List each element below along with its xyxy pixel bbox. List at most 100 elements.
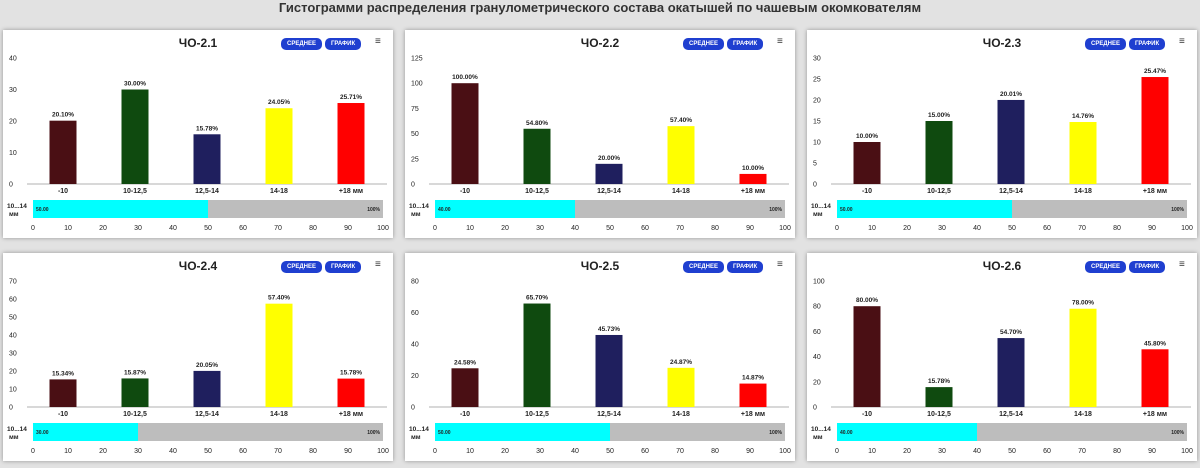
chart-button[interactable]: ГРАФИК xyxy=(727,38,764,50)
bar xyxy=(193,134,221,184)
progress-value-label: 50.00 xyxy=(36,207,49,213)
bar xyxy=(523,303,551,407)
bar xyxy=(523,128,551,184)
progress-series-label: 10...14 xyxy=(409,426,429,433)
y-tick-label: 0 xyxy=(9,182,13,189)
bar xyxy=(667,367,695,407)
progress-tick-label: 90 xyxy=(344,448,352,455)
progress-tick-label: 70 xyxy=(676,225,684,232)
x-tick-label: -10 xyxy=(58,411,68,418)
chart-title: ЧО-2.5 xyxy=(580,259,620,273)
x-tick-label: 10-12,5 xyxy=(927,188,951,195)
bar xyxy=(193,370,221,407)
progress-tick-label: 50 xyxy=(204,225,212,232)
histogram-chart: 0 10 20 30 40 20.10% -10 30.00% 10-12,5 15.78% 12,… xyxy=(7,56,389,233)
hamburger-menu-icon[interactable]: ≡ xyxy=(375,259,381,270)
average-button[interactable]: СРЕДНЕЕ xyxy=(1085,261,1126,273)
y-tick-label: 20 xyxy=(813,379,821,386)
bar xyxy=(1069,308,1097,407)
progress-tick-label: 50 xyxy=(1008,225,1016,232)
progress-tick-label: 50 xyxy=(1008,448,1016,455)
progress-tick-label: 30 xyxy=(536,225,544,232)
progress-tick-label: 20 xyxy=(99,225,107,232)
y-tick-label: 20 xyxy=(411,373,419,380)
hamburger-menu-icon[interactable]: ≡ xyxy=(777,36,783,47)
progress-fill xyxy=(837,423,977,441)
average-button[interactable]: СРЕДНЕЕ xyxy=(281,38,322,50)
bar-value-label: 100.00% xyxy=(452,74,478,81)
bar-value-label: 30.00% xyxy=(124,81,146,88)
hamburger-menu-icon[interactable]: ≡ xyxy=(1179,36,1185,47)
progress-tick-label: 0 xyxy=(835,448,839,455)
y-tick-label: 5 xyxy=(813,161,817,168)
progress-tick-label: 60 xyxy=(1043,448,1051,455)
y-tick-label: 10 xyxy=(9,150,17,157)
x-tick-label: 10-12,5 xyxy=(927,411,951,418)
progress-tick-label: 10 xyxy=(64,225,72,232)
x-tick-label: 10-12,5 xyxy=(123,188,147,195)
chart-button[interactable]: ГРАФИК xyxy=(1129,261,1166,273)
average-button[interactable]: СРЕДНЕЕ xyxy=(683,38,724,50)
bar xyxy=(739,383,767,407)
y-tick-label: 60 xyxy=(9,297,17,304)
bar-value-label: 24.87% xyxy=(670,359,692,366)
bar xyxy=(595,163,623,184)
y-tick-label: 40 xyxy=(813,354,821,361)
progress-series-label: 10...14 xyxy=(7,203,27,210)
progress-tick-label: 0 xyxy=(433,448,437,455)
bar-value-label: 78.00% xyxy=(1072,300,1094,307)
chart-button[interactable]: ГРАФИК xyxy=(1129,38,1166,50)
charts-grid: ЧО-2.1 СРЕДНЕЕ ГРАФИК ≡ 0 10 20 30 40 20.10% -… xyxy=(3,30,1197,461)
bar-value-label: 15.00% xyxy=(928,112,950,119)
x-tick-label: -10 xyxy=(460,188,470,195)
histogram-chart: 0255075100125100.00%-1054.80%10-12,520.0… xyxy=(409,56,791,233)
bar xyxy=(997,99,1025,184)
average-button[interactable]: СРЕДНЕЕ xyxy=(281,261,322,273)
bar xyxy=(997,338,1025,407)
chart-title: ЧО-2.4 xyxy=(178,259,218,273)
progress-max-label: 100% xyxy=(769,430,782,436)
y-tick-label: 20 xyxy=(9,369,17,376)
y-tick-label: 15 xyxy=(813,119,821,126)
progress-tick-label: 30 xyxy=(134,448,142,455)
bar xyxy=(925,121,953,184)
y-tick-label: 30 xyxy=(9,87,17,94)
progress-max-label: 100% xyxy=(367,430,380,436)
hamburger-menu-icon[interactable]: ≡ xyxy=(777,259,783,270)
chart-button[interactable]: ГРАФИК xyxy=(727,261,764,273)
x-tick-label: 10-12,5 xyxy=(525,411,549,418)
progress-tick-label: 40 xyxy=(973,448,981,455)
average-button[interactable]: СРЕДНЕЕ xyxy=(1085,38,1126,50)
y-tick-label: 30 xyxy=(813,56,821,63)
chart-button[interactable]: ГРАФИК xyxy=(325,38,362,50)
bar-value-label: 10.00% xyxy=(742,165,764,172)
x-tick-label: 14-18 xyxy=(270,411,288,418)
x-tick-label: 12,5-14 xyxy=(999,411,1023,418)
average-button[interactable]: СРЕДНЕЕ xyxy=(683,261,724,273)
histogram-chart: 0 5 10 15 20 25 30 10.00% -10 15.00% 10-12,5 20.01%… xyxy=(811,56,1193,233)
bar-value-label: 25.47% xyxy=(1144,68,1166,75)
bar xyxy=(265,303,293,407)
chart-button[interactable]: ГРАФИК xyxy=(325,261,362,273)
chart-panel: ЧО-2.3 СРЕДНЕЕ ГРАФИК ≡ 0 5 10 15 20 25 30 10.0… xyxy=(807,30,1197,238)
progress-tick-label: 20 xyxy=(903,225,911,232)
chart-panel: ЧО-2.5 СРЕДНЕЕ ГРАФИК ≡ 0 20 40 60 80 24.58% -… xyxy=(405,253,795,461)
progress-tick-label: 0 xyxy=(433,225,437,232)
progress-tick-label: 30 xyxy=(938,225,946,232)
hamburger-menu-icon[interactable]: ≡ xyxy=(375,36,381,47)
progress-tick-label: 60 xyxy=(239,225,247,232)
y-tick-label: 50 xyxy=(9,315,17,322)
y-tick-label: 60 xyxy=(813,329,821,336)
progress-tick-label: 80 xyxy=(1113,225,1121,232)
progress-tick-label: 100 xyxy=(779,448,791,455)
progress-tick-label: 40 xyxy=(571,448,579,455)
bar xyxy=(1141,77,1169,184)
progress-series-unit: мм xyxy=(411,434,421,441)
bar xyxy=(1069,122,1097,184)
hamburger-menu-icon[interactable]: ≡ xyxy=(1179,259,1185,270)
y-tick-label: 0 xyxy=(813,182,817,189)
bar xyxy=(853,142,881,184)
progress-fill xyxy=(33,200,208,218)
x-tick-label: +18 мм xyxy=(1143,188,1167,195)
bar-value-label: 20.05% xyxy=(196,362,218,369)
